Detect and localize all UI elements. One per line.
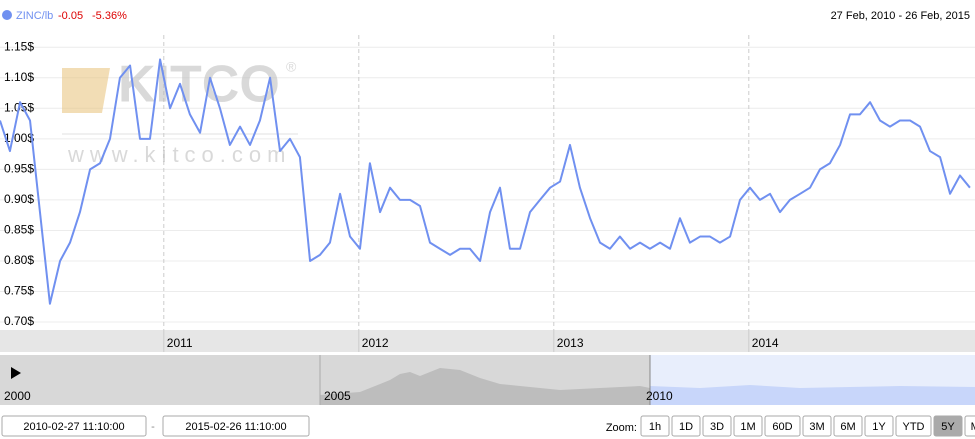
range-label: 27 Feb, 2010 - 26 Feb, 2015 xyxy=(831,10,970,22)
navigator-label: 2010 xyxy=(646,389,673,403)
date-from-text: 2010-02-27 11:10:00 xyxy=(23,421,124,433)
watermark-mark: ® xyxy=(286,59,297,75)
date-separator: - xyxy=(151,421,155,433)
y-tick-label: 1.10$ xyxy=(4,70,34,84)
y-tick-label: 0.90$ xyxy=(4,192,34,206)
zoom-button-label: 1Y xyxy=(872,421,886,433)
zoom-button-label: 1M xyxy=(740,421,755,433)
y-tick-label: 0.85$ xyxy=(4,223,34,237)
zoom-buttons: 1h 1D 3D 1M 60D 3M 6M 1Y YTD 5Y MAX xyxy=(640,415,975,437)
navigator-label: 2000 xyxy=(4,389,31,403)
navigator-area xyxy=(320,368,650,405)
date-to[interactable] xyxy=(162,415,310,437)
change-percent: -5.36% xyxy=(92,10,127,22)
zoom-button-label: 1h xyxy=(649,421,661,433)
legend-label: ZINC/lb xyxy=(16,10,53,22)
zoom-button-label: 60D xyxy=(772,421,792,433)
zoom-button[interactable] xyxy=(895,415,932,437)
watermark: KITCO ® www.kitco.com xyxy=(62,56,298,167)
change: -0.05 xyxy=(58,10,83,22)
zoom-button[interactable] xyxy=(764,415,801,437)
x-tick-label: 2012 xyxy=(362,336,389,350)
zoom-button[interactable] xyxy=(964,415,975,437)
zoom-button-label: 3M xyxy=(809,421,824,433)
zoom-button[interactable] xyxy=(733,415,763,437)
play-button[interactable] xyxy=(11,367,21,379)
zoom-button[interactable] xyxy=(833,415,863,437)
zoom-button[interactable] xyxy=(802,415,832,437)
x-tick-label: 2013 xyxy=(557,336,584,350)
zoom-button[interactable] xyxy=(933,415,963,437)
watermark-logo xyxy=(62,68,110,113)
zoom-button-label: MAX xyxy=(971,421,975,433)
zoom-button[interactable] xyxy=(702,415,732,437)
y-tick-label: 1.00$ xyxy=(4,131,34,145)
legend-dot xyxy=(2,10,12,20)
x-axis-band xyxy=(0,330,975,352)
zoom-button[interactable] xyxy=(671,415,701,437)
y-tick-label: 0.80$ xyxy=(4,253,34,267)
zoom-button[interactable] xyxy=(640,415,670,437)
x-tick-label: 2014 xyxy=(752,336,779,350)
y-tick-label: 1.15$ xyxy=(4,39,34,53)
zoom-label: Zoom: xyxy=(606,422,637,434)
zoom-button-label: YTD xyxy=(903,421,925,433)
navigator-window-area xyxy=(650,385,975,405)
date-to-text: 2015-02-26 11:10:00 xyxy=(185,421,286,433)
y-tick-label: 0.70$ xyxy=(4,314,34,328)
date-from[interactable] xyxy=(1,415,147,437)
price-line xyxy=(0,58,971,305)
zoom-button-label: 1D xyxy=(679,421,693,433)
zoom-button-label: 5Y xyxy=(941,421,955,433)
zoom-button-label: 3D xyxy=(710,421,724,433)
zoom-button-label: 6M xyxy=(840,421,855,433)
watermark-brand: KITCO xyxy=(118,56,280,114)
y-tick-label: 0.75$ xyxy=(4,284,34,298)
x-tick-label: 2011 xyxy=(167,336,193,350)
y-tick-label: 0.95$ xyxy=(4,162,34,176)
navigator-label: 2005 xyxy=(324,389,351,403)
zoom-button[interactable] xyxy=(864,415,894,437)
